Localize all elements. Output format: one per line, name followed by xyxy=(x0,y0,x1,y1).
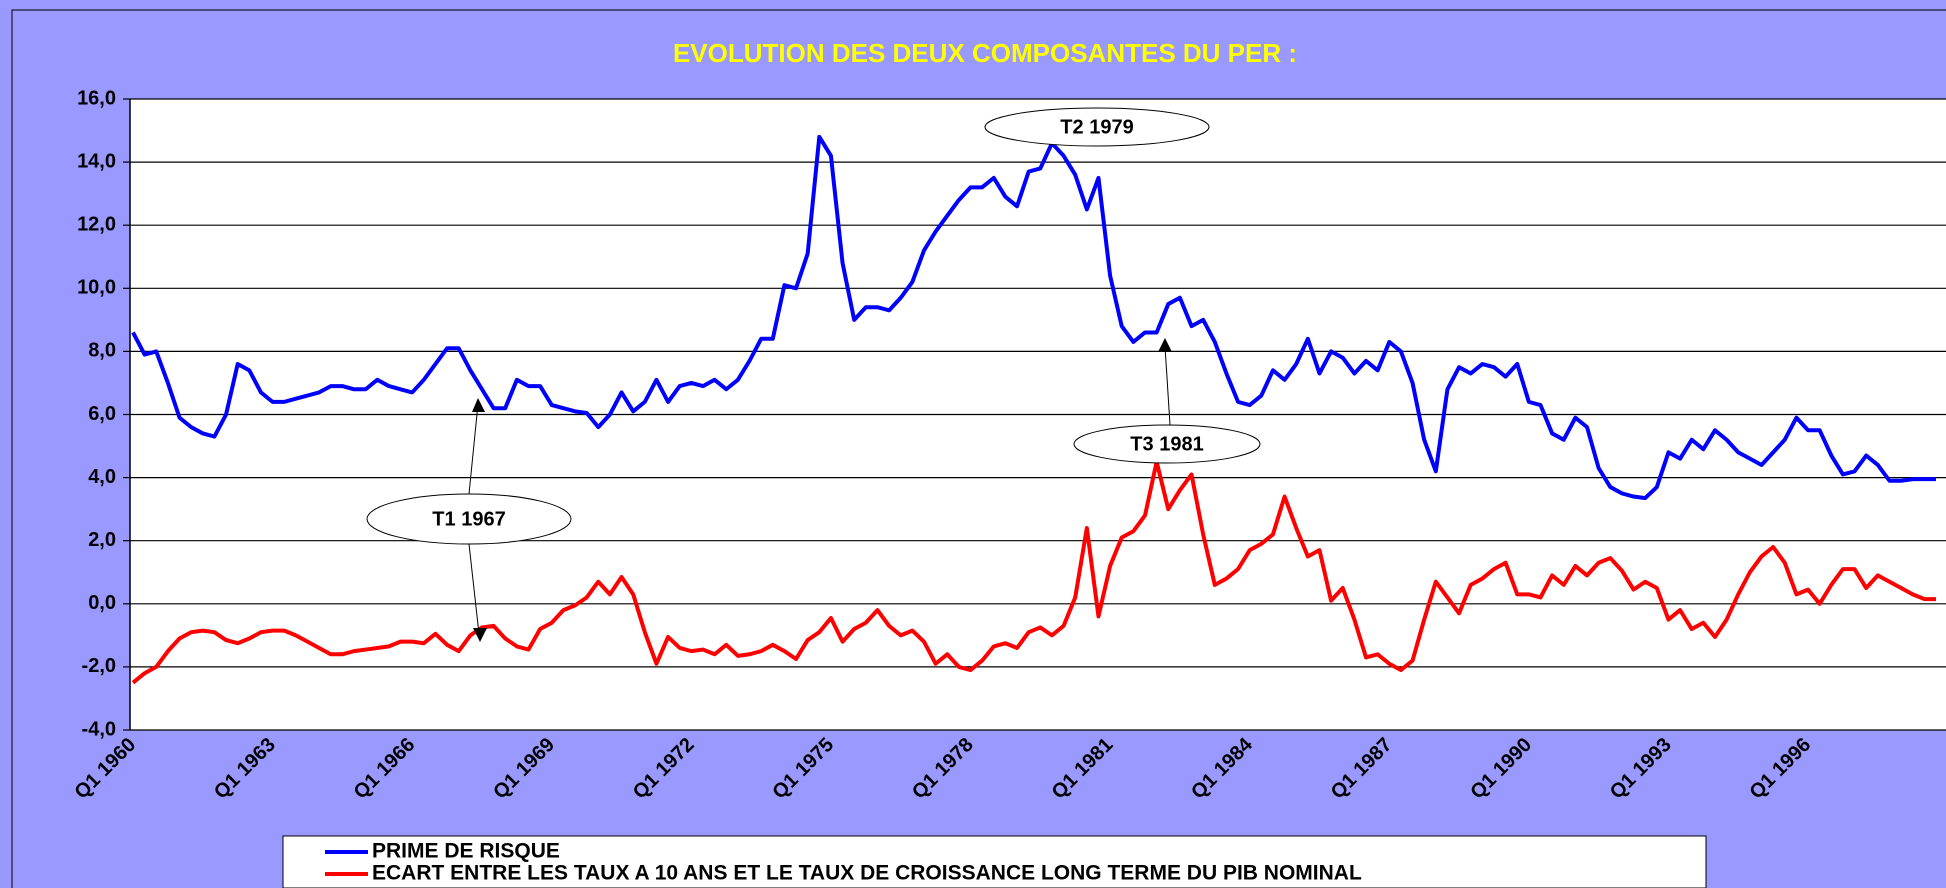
series-line xyxy=(131,134,1936,501)
y-tick-label: 16,0 xyxy=(77,87,116,109)
annotation: T3 1981 xyxy=(1130,433,1203,455)
y-tick-label: 2,0 xyxy=(88,529,116,551)
arrowhead xyxy=(473,628,487,642)
y-tick-label: 6,0 xyxy=(88,403,116,425)
chart-title: EVOLUTION DES DEUX COMPOSANTES DU PER : xyxy=(673,38,1297,68)
y-tick-label: 4,0 xyxy=(88,466,116,488)
annotation: T1 1967 xyxy=(432,508,505,530)
annotation-bubble xyxy=(366,493,572,545)
arrow xyxy=(1164,345,1171,426)
y-tick-label: 12,0 xyxy=(77,213,116,235)
arrow xyxy=(468,543,480,635)
legend-box xyxy=(282,835,1707,888)
y-tick-label: 8,0 xyxy=(88,340,116,362)
arrow xyxy=(468,403,479,495)
legend-label: ECART ENTRE LES TAUX A 10 ANS ET LE TAUX… xyxy=(372,862,1362,885)
legend-label: PRIME DE RISQUE xyxy=(372,840,560,863)
y-tick-label: 14,0 xyxy=(77,150,116,172)
y-tick-label: -4,0 xyxy=(82,718,116,740)
annotation-bubble xyxy=(984,107,1210,147)
annotation: T2 1979 xyxy=(1060,116,1133,138)
annotations: T1 1967 T2 1979 T3 1981 xyxy=(366,107,1261,642)
y-tick-label: 0,0 xyxy=(88,592,116,614)
series-line xyxy=(131,459,1936,685)
annotation-bubble xyxy=(1073,424,1261,464)
y-tick-label: -2,0 xyxy=(82,655,116,677)
arrowhead xyxy=(472,398,485,412)
arrowhead xyxy=(1158,338,1172,352)
y-tick-label: 10,0 xyxy=(77,277,116,299)
